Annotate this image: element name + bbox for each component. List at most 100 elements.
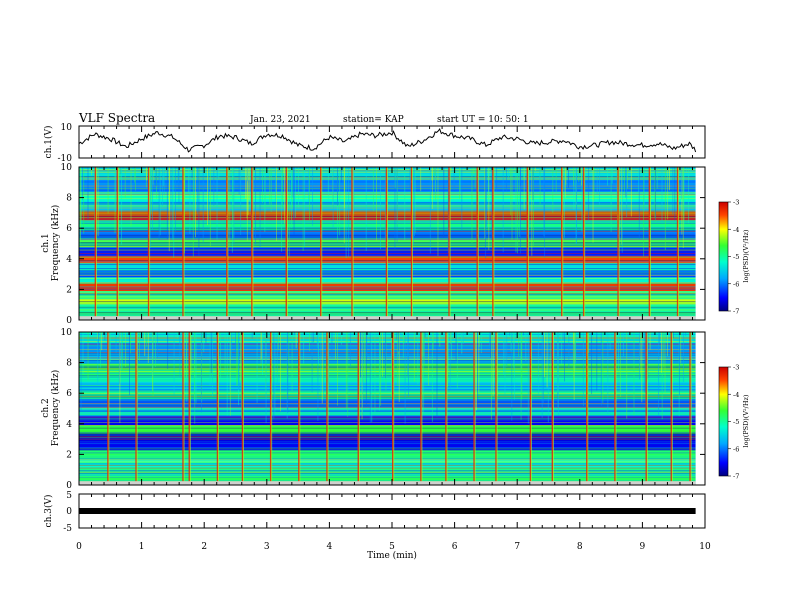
spectrogram-streak bbox=[144, 332, 146, 356]
ch2-channel-label: ch.2 bbox=[41, 398, 51, 417]
spectrogram-texture bbox=[79, 480, 696, 481]
spectrogram-streak bbox=[582, 167, 584, 232]
spectrogram-streak bbox=[596, 167, 598, 195]
spectrogram-texture bbox=[79, 336, 696, 338]
spectrogram-streak bbox=[365, 332, 367, 407]
spectrogram-texture bbox=[79, 434, 696, 436]
spectrogram-streak bbox=[681, 167, 683, 235]
spectrogram-texture bbox=[79, 332, 696, 334]
spectrogram-streak bbox=[683, 332, 685, 382]
ch3-ytick-bottom: -5 bbox=[63, 524, 72, 534]
spectrogram-streak bbox=[424, 332, 426, 338]
spectrogram-texture bbox=[79, 437, 696, 439]
spectrogram-streak bbox=[533, 167, 534, 247]
spectrogram-streak bbox=[233, 167, 235, 244]
spectrogram-streak bbox=[195, 167, 196, 238]
xtick-label: 10 bbox=[699, 542, 711, 552]
spectrogram-streak bbox=[623, 167, 625, 193]
sferic-spike bbox=[357, 332, 359, 485]
spectrogram-streak bbox=[669, 167, 670, 191]
sferic-spike bbox=[448, 167, 450, 320]
sferic-spike-edge bbox=[218, 332, 219, 485]
spectrogram-streak bbox=[431, 332, 433, 422]
spectrogram-streak bbox=[83, 167, 85, 234]
spectrogram-streak bbox=[212, 332, 213, 397]
spectrogram-streak bbox=[621, 167, 623, 245]
spectrogram-texture bbox=[79, 335, 696, 337]
spectrogram-streak bbox=[362, 332, 364, 417]
spectrogram-texture bbox=[79, 391, 696, 393]
spectrogram-streak bbox=[403, 332, 405, 344]
sferic-spike bbox=[476, 167, 478, 320]
spectrogram-texture bbox=[79, 372, 696, 374]
spectrogram-streak bbox=[331, 332, 333, 358]
spectrogram-streak bbox=[224, 332, 226, 376]
spectrogram-texture bbox=[79, 364, 696, 366]
spectrogram-texture bbox=[79, 338, 696, 339]
sferic-spike bbox=[495, 332, 497, 485]
spectrogram-streak bbox=[347, 332, 349, 417]
spectrogram-streak bbox=[541, 332, 543, 418]
spectrogram-streak bbox=[490, 332, 491, 358]
spectrogram-texture bbox=[79, 478, 696, 480]
spectrogram-streak bbox=[168, 167, 169, 170]
spectrogram-texture bbox=[79, 358, 696, 360]
ch2-colorbar: -3 -4 -5 -6 -7 log(PSD)(V²/Hz) bbox=[718, 364, 750, 481]
sferic-spike bbox=[551, 332, 554, 485]
spectrogram-streak bbox=[394, 167, 396, 188]
spectrogram-streak bbox=[348, 167, 350, 258]
sferic-spike bbox=[188, 332, 190, 485]
spectrogram-band bbox=[79, 441, 696, 450]
spectrogram-streak bbox=[394, 167, 396, 249]
spectrogram-texture bbox=[79, 347, 696, 349]
spectrogram-streak bbox=[178, 167, 180, 205]
xtick-label: 0 bbox=[76, 542, 82, 552]
sferic-spike bbox=[689, 332, 691, 485]
spectrogram-streak bbox=[600, 332, 602, 406]
spectrogram-streak bbox=[247, 167, 248, 182]
spectrogram-streak bbox=[414, 167, 415, 237]
sferic-spike bbox=[298, 332, 300, 485]
spectrogram-streak bbox=[170, 167, 172, 234]
spectrogram-streak bbox=[150, 167, 152, 176]
sferic-spike bbox=[216, 332, 219, 485]
colorbar-tick-label: -5 bbox=[733, 253, 739, 261]
spectrogram-streak bbox=[547, 332, 549, 423]
spectrogram-streak bbox=[528, 167, 530, 228]
spectrogram-streak bbox=[361, 332, 363, 420]
spectrogram-streak bbox=[639, 332, 641, 374]
spectrogram-streak bbox=[240, 332, 241, 381]
spectrogram-texture bbox=[79, 423, 696, 425]
spectrogram-streak bbox=[480, 332, 482, 354]
spectrogram-streak bbox=[313, 332, 315, 343]
sferic-spike-edge bbox=[531, 332, 532, 485]
spectrogram-streak bbox=[670, 332, 671, 406]
ch3-waveform-panel: 5 0 -5 ch.3(V) bbox=[43, 491, 706, 534]
spectrogram-streak bbox=[173, 167, 175, 258]
spectrogram-streak bbox=[276, 332, 278, 385]
spectrogram-streak bbox=[523, 332, 524, 336]
colorbar-tick-label: -4 bbox=[733, 391, 739, 399]
spectrogram-streak bbox=[337, 167, 338, 206]
spectrogram-streak bbox=[385, 332, 387, 379]
spectrogram-texture bbox=[79, 346, 696, 348]
colorbar-tick-label: -7 bbox=[733, 473, 739, 481]
spectrogram-streak bbox=[575, 167, 577, 245]
sferic-spike-edge bbox=[587, 332, 589, 485]
spectrogram-texture bbox=[79, 445, 696, 447]
xtick-label: 5 bbox=[389, 542, 395, 552]
date-label: Jan. 23, 2021 bbox=[249, 115, 311, 125]
spectrogram-streak bbox=[573, 167, 575, 210]
sferic-spike-edge bbox=[271, 332, 273, 485]
ch2-colorbar-ticks: -3 -4 -5 -6 -7 bbox=[728, 364, 739, 481]
spectrogram-streak bbox=[259, 167, 261, 249]
spectrogram-streak bbox=[685, 332, 687, 336]
spectrogram-streak bbox=[82, 167, 83, 201]
x-axis-label: Time (min) bbox=[367, 550, 417, 561]
spectrogram-streak bbox=[542, 332, 544, 404]
spectrogram-streak bbox=[459, 167, 461, 199]
spectrogram-texture bbox=[79, 414, 696, 415]
sferic-spike bbox=[320, 167, 322, 320]
spectrogram-streak bbox=[616, 167, 618, 224]
spectrogram-streak bbox=[511, 167, 513, 241]
